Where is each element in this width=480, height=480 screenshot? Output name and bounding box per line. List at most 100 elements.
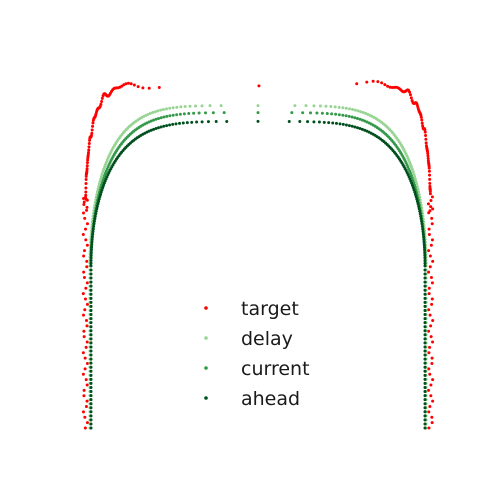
legend-label: ahead bbox=[241, 388, 300, 410]
data-point bbox=[89, 398, 93, 402]
data-point bbox=[423, 410, 427, 414]
data-point bbox=[423, 373, 427, 377]
data-point bbox=[423, 280, 427, 284]
data-point bbox=[414, 180, 418, 183]
data-point bbox=[183, 105, 187, 109]
legend-item-ahead: ahead bbox=[204, 388, 300, 410]
data-point bbox=[91, 227, 95, 231]
data-point bbox=[353, 116, 357, 120]
data-point bbox=[85, 222, 89, 226]
data-point bbox=[98, 180, 102, 183]
data-point bbox=[83, 426, 87, 430]
data-point bbox=[85, 383, 89, 387]
data-point bbox=[419, 214, 423, 218]
data-point bbox=[81, 372, 85, 376]
data-point bbox=[418, 209, 422, 213]
data-point bbox=[219, 104, 223, 108]
data-point bbox=[333, 105, 337, 109]
data-point bbox=[421, 232, 425, 236]
data-point bbox=[157, 86, 161, 90]
data-point bbox=[89, 357, 93, 361]
data-point bbox=[413, 192, 417, 196]
data-point bbox=[152, 118, 156, 122]
data-point bbox=[410, 167, 414, 171]
data-point bbox=[102, 167, 106, 171]
data-point bbox=[103, 172, 107, 176]
data-point bbox=[430, 281, 434, 285]
data-point bbox=[411, 186, 415, 190]
data-point bbox=[89, 261, 93, 265]
data-point bbox=[92, 224, 96, 228]
data-point bbox=[427, 367, 431, 371]
data-point bbox=[89, 272, 93, 276]
data-point bbox=[430, 238, 434, 242]
data-point bbox=[85, 281, 89, 285]
data-point bbox=[359, 110, 363, 114]
data-point bbox=[413, 175, 417, 179]
data-point bbox=[427, 410, 431, 414]
data-point bbox=[386, 84, 390, 88]
data-point bbox=[431, 207, 435, 211]
data-point bbox=[431, 319, 435, 323]
data-point bbox=[423, 341, 427, 345]
data-point bbox=[423, 325, 427, 329]
data-point bbox=[89, 259, 93, 263]
data-point bbox=[83, 367, 87, 371]
data-point bbox=[341, 122, 345, 126]
data-point bbox=[257, 84, 261, 88]
data-point bbox=[171, 113, 175, 117]
data-point bbox=[301, 111, 305, 115]
data-point bbox=[129, 82, 133, 86]
data-point bbox=[89, 373, 93, 377]
data-point bbox=[423, 369, 427, 373]
data-point bbox=[82, 276, 86, 280]
data-point bbox=[95, 204, 99, 208]
data-point bbox=[178, 112, 182, 116]
data-point bbox=[420, 219, 424, 223]
data-point bbox=[417, 207, 421, 211]
data-point bbox=[89, 308, 93, 312]
legend-marker bbox=[204, 396, 208, 400]
data-point bbox=[81, 351, 85, 355]
data-point bbox=[426, 156, 430, 160]
data-point bbox=[153, 110, 157, 114]
data-point bbox=[430, 195, 434, 199]
data-point bbox=[423, 426, 427, 430]
data-point bbox=[87, 141, 91, 145]
data-point bbox=[89, 422, 93, 426]
data-point bbox=[89, 276, 93, 280]
data-point bbox=[151, 111, 155, 115]
data-point bbox=[126, 81, 130, 85]
data-point bbox=[154, 127, 158, 130]
data-point bbox=[83, 356, 87, 360]
data-point bbox=[85, 169, 89, 173]
series-current bbox=[89, 111, 427, 430]
data-point bbox=[85, 265, 89, 269]
series-target bbox=[81, 79, 435, 430]
data-point bbox=[84, 378, 88, 382]
data-point bbox=[423, 292, 427, 296]
data-point bbox=[427, 233, 431, 237]
data-point bbox=[89, 390, 93, 394]
data-point bbox=[91, 121, 95, 125]
data-point bbox=[256, 111, 260, 115]
data-point bbox=[93, 214, 97, 218]
data-point bbox=[347, 114, 351, 118]
data-point bbox=[327, 121, 331, 125]
legend-label: delay bbox=[241, 328, 293, 350]
data-point bbox=[423, 422, 427, 426]
data-point bbox=[87, 148, 91, 152]
data-point bbox=[84, 186, 88, 190]
data-point bbox=[84, 178, 88, 182]
data-point bbox=[418, 212, 422, 216]
data-point bbox=[409, 163, 413, 167]
data-point bbox=[423, 414, 427, 418]
data-point bbox=[197, 111, 201, 115]
data-point bbox=[423, 418, 427, 422]
data-point bbox=[423, 130, 427, 134]
data-point bbox=[81, 233, 85, 237]
data-point bbox=[89, 402, 93, 406]
data-point bbox=[85, 421, 89, 425]
data-point bbox=[82, 335, 86, 339]
data-point bbox=[89, 251, 93, 255]
